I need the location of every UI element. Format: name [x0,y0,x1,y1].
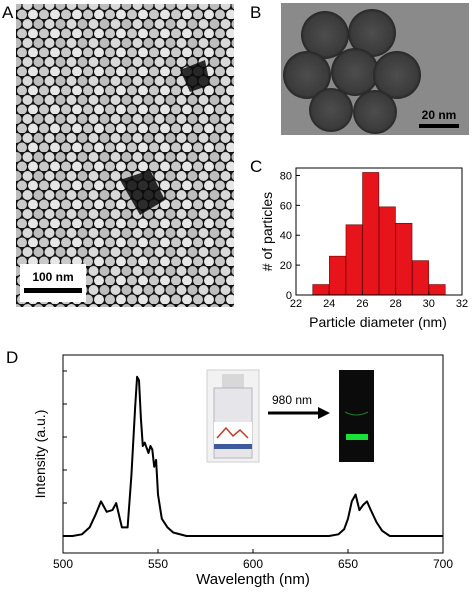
panel-letter-a: A [2,3,14,22]
vial-photo-inset [206,369,260,463]
emission-meniscus [344,411,369,416]
x-tick-label: 28 [389,298,401,310]
emission-photo-inset [339,370,374,462]
scale-bar-b [419,124,459,128]
x-tick-label: 700 [433,557,453,571]
excitation-label: 980 nm [272,393,312,407]
y-tick-label: 80 [280,170,292,182]
panel-c: C 22 24 26 28 30 32 0 20 40 60 80 Particle diameter… [250,157,468,330]
scale-bar-a-label: 100 nm [32,270,73,284]
panel-letter-d: D [6,348,18,367]
histogram-bar [345,224,363,296]
emission-photo [339,370,374,462]
histogram-bar [362,172,380,296]
tem-particle [301,11,349,59]
tem-particle [331,48,379,96]
tem-particle [348,9,396,57]
panel-letter-b: B [250,3,261,22]
y-tick-label: 60 [280,200,292,212]
arrow-right-icon [268,407,330,419]
vial-label-logo [216,426,249,439]
histogram-bar [312,284,330,296]
x-axis-label: Wavelength (nm) [196,571,310,588]
x-tick-label: 30 [423,298,435,310]
panel-letter-c: C [250,157,262,176]
x-tick-label: 26 [356,298,368,310]
vial-label-band [214,444,252,449]
plot-frame [295,167,463,296]
y-tick-label: 40 [280,230,292,242]
tem-particle [283,51,331,99]
spectrum-chart: 500 550 600 650 700 Wavelength (nm) Intensity … [32,354,453,588]
emission-glow [346,434,368,440]
scale-bar-a-background [20,264,86,302]
panel-a: 100 nm A [2,3,234,307]
scale-bar-b-label: 20 nm [422,108,457,122]
y-axis-label: # of particles [259,192,275,271]
y-axis-label: Intensity (a.u.) [32,410,48,499]
panel-b: 20 nm B [250,3,469,135]
histogram-chart: 22 24 26 28 30 32 0 20 40 60 80 Particle diameter (… [259,167,468,330]
vial-cap [222,374,244,388]
sem-dark-gap [180,60,210,92]
tem-particle [373,51,421,99]
x-tick-label: 24 [323,298,335,310]
y-tick-label: 20 [280,260,292,272]
spectrum-line [63,375,443,537]
scale-bar-a [24,288,82,293]
x-tick-label: 500 [53,557,73,571]
histogram-bar [428,284,446,296]
panel-d: D 500 550 600 650 700 Wavelength (nm) Intensit… [6,348,453,588]
x-axis-label: Particle diameter (nm) [309,314,447,330]
y-tick-label: 0 [286,290,292,302]
tem-particle [353,90,397,134]
sem-image [16,4,234,307]
sem-dark-gap [120,170,165,215]
histogram-bar [329,255,346,296]
histogram-bar [378,206,396,296]
histogram-bar [412,260,429,296]
x-tick-label: 32 [456,298,468,310]
histogram-bar [395,222,413,296]
x-tick-label: 600 [243,557,263,571]
x-tick-label: 550 [148,557,168,571]
vial-label [214,422,252,444]
tem-particle [309,88,353,132]
x-tick-label: 22 [290,298,302,310]
x-tick-label: 650 [338,557,358,571]
